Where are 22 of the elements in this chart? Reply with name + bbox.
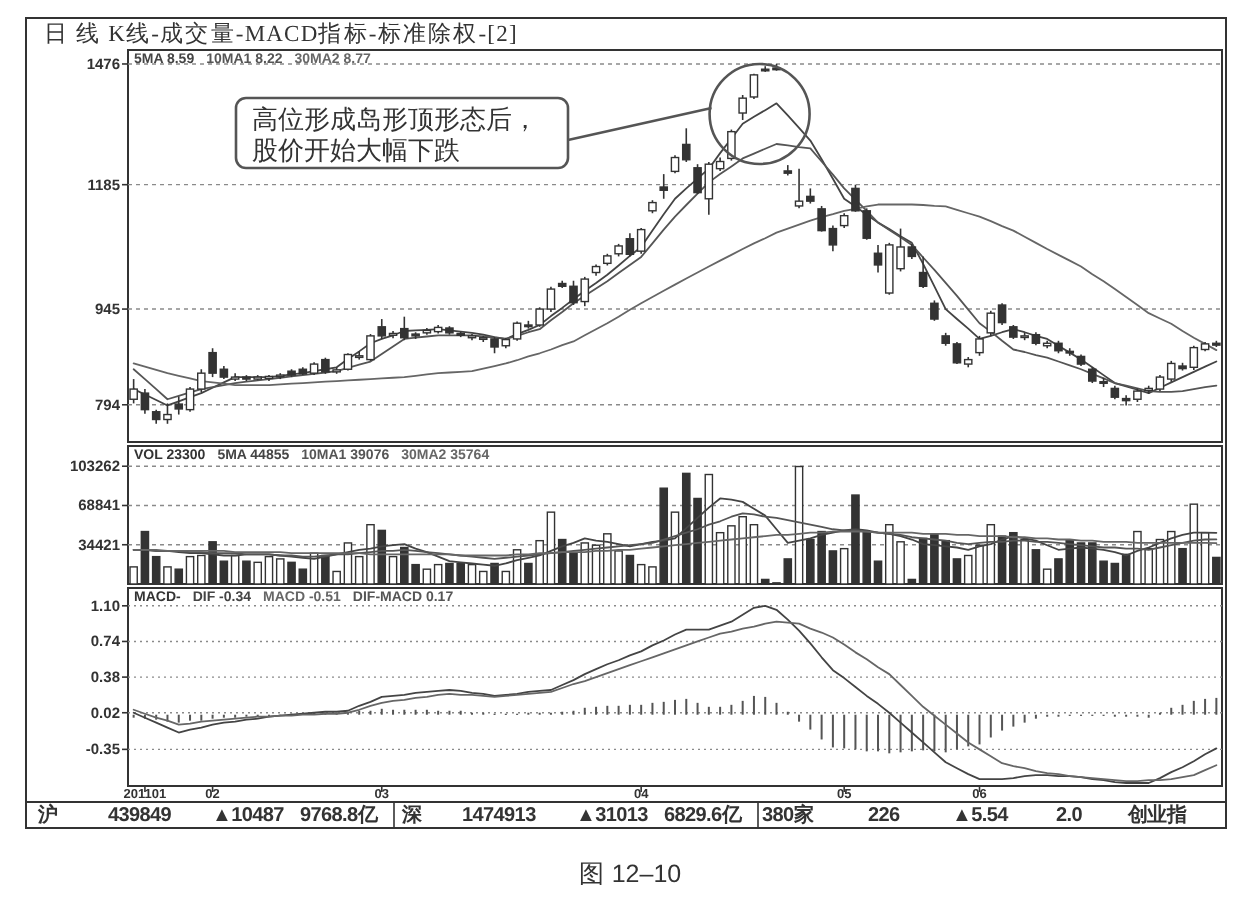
line-series: [132, 102, 1218, 407]
candlestick: [839, 212, 849, 229]
text: ▲10487: [212, 804, 286, 827]
text: ▲5.54: [952, 804, 1010, 827]
line-series: [132, 203, 1218, 386]
text: 226: [868, 804, 902, 827]
text: 2.0: [1056, 804, 1084, 827]
text: 439849: [108, 804, 173, 827]
text: 9768.8亿: [300, 802, 380, 827]
chart-title: 日 线 K线-成交量-MACD指标-标准除权-[2]: [44, 19, 518, 47]
caption: 图 12–10: [578, 860, 682, 888]
candlestick: [659, 173, 669, 200]
text: 创业指: [1126, 802, 1187, 827]
text: ▲31013: [576, 804, 650, 827]
text: 沪: [36, 802, 58, 827]
text: 6829.6亿: [664, 802, 744, 827]
text: 380家: [762, 802, 814, 827]
text: 深: [400, 802, 424, 827]
text: 1474913: [462, 804, 538, 827]
line-series: [132, 530, 1218, 557]
annotation: 高位形成岛形顶形态后，股价开始大幅下跌: [252, 103, 538, 164]
candlestick: [591, 263, 601, 277]
